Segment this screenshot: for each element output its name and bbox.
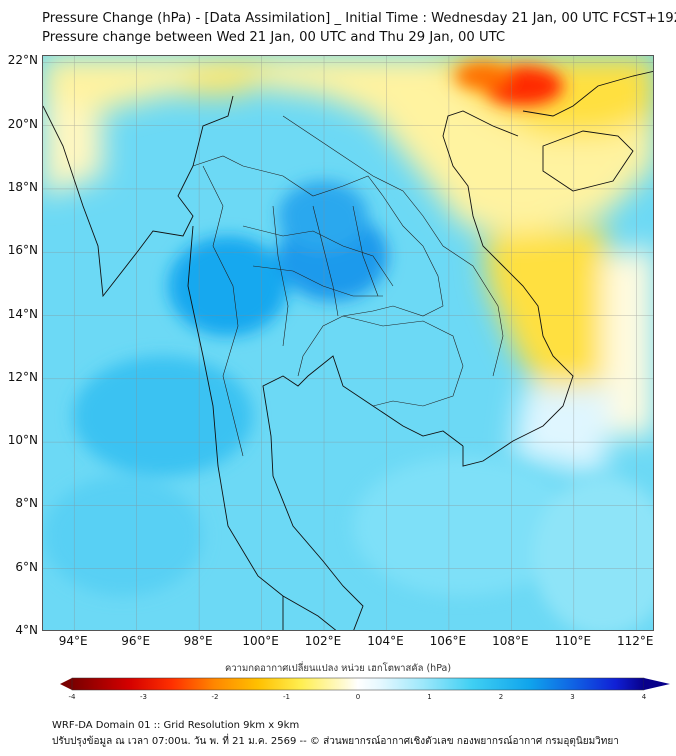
- border-provinces-5: [352, 205, 379, 297]
- lon-label: 104°E: [367, 634, 404, 648]
- chart-title: Pressure Change (hPa) - [Data Assimilati…: [42, 11, 676, 26]
- lat-label: 4°N: [15, 623, 38, 637]
- lon-label: 110°E: [554, 634, 592, 648]
- colorbar-tick-label: -4: [68, 693, 76, 701]
- admin-borders: [192, 115, 504, 457]
- lat-label: 10°N: [7, 433, 38, 448]
- field-fall-myanmar: [183, 56, 273, 96]
- chart-subtitle: Pressure change between Wed 21 Jan, 00 U…: [42, 30, 506, 45]
- colorbar-max-extend: [644, 678, 670, 690]
- coast-gulf-thailand: [262, 355, 464, 630]
- lon-label: 98°E: [183, 634, 213, 648]
- colorbar-tick-label: -1: [283, 693, 290, 701]
- lat-label: 22°N: [7, 53, 38, 68]
- lon-label: 100°E: [242, 634, 279, 648]
- field-fall-vietnam: [483, 226, 623, 396]
- lon-label: 112°E: [617, 634, 654, 648]
- colorbar-tick-label: 3: [570, 693, 575, 701]
- field-fall-west: [43, 96, 103, 196]
- border-cambodia: [342, 315, 464, 407]
- lon-label: 106°E: [429, 634, 467, 648]
- colorbar-gradient: [71, 677, 645, 691]
- border-provinces-1: [242, 225, 394, 287]
- colorbar-tick-label: 2: [498, 693, 504, 701]
- lat-label: 8°N: [15, 496, 38, 511]
- border-laos-vietnam: [282, 115, 504, 377]
- pressure-change-map: [43, 56, 653, 630]
- border-provinces-4: [312, 205, 339, 317]
- colorbar-tick-label: -2: [211, 693, 219, 701]
- colorbar-tick-label: 0: [355, 693, 361, 701]
- map-gridlines: [43, 56, 653, 630]
- lat-label: 12°N: [7, 369, 38, 384]
- lon-label: 102°E: [304, 634, 342, 648]
- lat-label: 18°N: [7, 179, 38, 194]
- lon-label: 96°E: [121, 634, 151, 648]
- footer-model-info: WRF-DA Domain 01 :: Grid Resolution 9km …: [52, 720, 300, 731]
- colorbar: [60, 677, 670, 691]
- coast-myanmar-bay: [43, 95, 234, 298]
- coast-south-china: [522, 70, 653, 117]
- rise-core-north: [278, 181, 368, 251]
- coast-andaman-peninsula: [187, 225, 337, 630]
- rise-zone-southeast: [533, 476, 653, 630]
- colorbar-tick-label: 4: [641, 693, 647, 701]
- field-rise-cores: [43, 62, 653, 630]
- border-provinces-3: [272, 205, 289, 347]
- lat-label: 6°N: [15, 559, 38, 574]
- colorbar-tick-label: -3: [140, 693, 147, 701]
- lat-label: 20°N: [7, 116, 38, 131]
- coast-hainan: [542, 130, 634, 192]
- field-weak-rise-coast: [513, 386, 613, 476]
- coast-vietnam-south: [442, 110, 574, 467]
- fall-core-west: [455, 62, 511, 90]
- colorbar-min-extend: [60, 678, 72, 690]
- lat-label: 16°N: [7, 243, 38, 258]
- map-panel[interactable]: [42, 55, 654, 631]
- border-myanmar-thailand: [202, 165, 244, 457]
- rise-core-central-thailand: [168, 236, 288, 336]
- colorbar-tick-label: 1: [427, 693, 432, 701]
- field-neutral-scs: [603, 246, 653, 436]
- coastlines: [43, 70, 653, 630]
- rise-zone-andaman: [73, 356, 253, 476]
- footer-credit: ปรับปรุงข้อมูล ณ เวลา 07:00น. วัน พ. ที่…: [52, 736, 619, 747]
- rise-zone-south: [43, 476, 203, 596]
- lat-label: 14°N: [7, 306, 38, 321]
- lon-label: 108°E: [492, 634, 529, 648]
- rise-zone-gulf-south: [353, 456, 573, 596]
- colorbar-title: ความกดอากาศเปลี่ยนแปลง หน่วย เฮกโตพาสคัล…: [224, 663, 452, 674]
- border-provinces-2: [252, 265, 383, 297]
- lon-label: 94°E: [58, 634, 88, 648]
